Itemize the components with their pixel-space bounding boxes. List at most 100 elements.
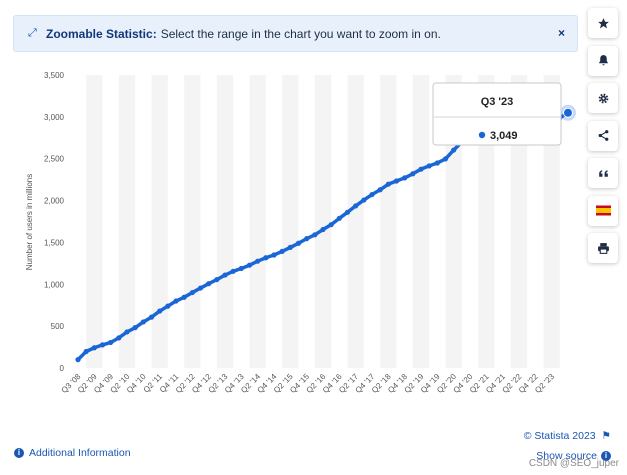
share-icon bbox=[598, 130, 608, 141]
cite-button[interactable] bbox=[588, 158, 618, 188]
favorite-button[interactable] bbox=[588, 8, 618, 38]
data-point[interactable] bbox=[279, 248, 285, 254]
quote-icon bbox=[598, 169, 608, 177]
data-point[interactable] bbox=[132, 325, 138, 331]
data-point[interactable] bbox=[328, 222, 334, 228]
chart-band bbox=[151, 75, 168, 368]
data-point[interactable] bbox=[157, 308, 163, 314]
data-point[interactable] bbox=[222, 272, 228, 278]
data-point[interactable] bbox=[181, 294, 187, 300]
data-point[interactable] bbox=[353, 203, 359, 209]
star-icon bbox=[597, 17, 609, 28]
data-point[interactable] bbox=[361, 197, 367, 203]
data-point[interactable] bbox=[369, 191, 375, 198]
y-tick-label: 2,000 bbox=[44, 197, 65, 206]
data-point[interactable] bbox=[214, 276, 220, 283]
flag-icon: ⚑ bbox=[601, 430, 611, 442]
data-point[interactable] bbox=[148, 314, 155, 320]
additional-information-label: Additional Information bbox=[29, 447, 131, 459]
copyright-link[interactable]: © Statista 2023 ⚑ bbox=[524, 430, 611, 442]
data-point[interactable] bbox=[451, 147, 457, 153]
banner-title: Zoomable Statistic: bbox=[46, 26, 157, 41]
data-point[interactable] bbox=[312, 232, 318, 238]
print-icon bbox=[597, 242, 609, 254]
additional-information-link[interactable]: i Additional Information bbox=[14, 447, 131, 459]
data-point[interactable] bbox=[165, 303, 171, 309]
tooltip-value: 3,049 bbox=[490, 130, 518, 142]
data-point[interactable] bbox=[263, 255, 269, 261]
chart-band bbox=[510, 75, 528, 368]
data-point[interactable] bbox=[320, 226, 326, 233]
expand-icon: ⤢ bbox=[28, 27, 37, 39]
gear-icon bbox=[598, 93, 608, 103]
data-point[interactable] bbox=[344, 209, 351, 215]
close-banner-button[interactable]: × bbox=[557, 26, 565, 40]
y-axis: 0 500 1,000 1,500 2,000 2,500 3,000 3,500 bbox=[44, 71, 65, 373]
tooltip-title: Q3 '23 bbox=[481, 96, 514, 108]
chart-band bbox=[216, 75, 234, 368]
data-point[interactable] bbox=[75, 357, 81, 363]
chart-band bbox=[118, 75, 136, 368]
print-button[interactable] bbox=[588, 233, 618, 263]
data-point[interactable] bbox=[91, 345, 97, 351]
zoom-banner: ⤢ Zoomable Statistic: Select the range i… bbox=[13, 15, 578, 52]
data-point[interactable] bbox=[271, 252, 277, 258]
y-tick-label: 3,500 bbox=[44, 71, 65, 80]
data-point[interactable] bbox=[99, 342, 106, 348]
data-point[interactable] bbox=[230, 268, 236, 274]
y-tick-label: 0 bbox=[60, 364, 65, 373]
show-source-link[interactable]: Show source i bbox=[536, 450, 611, 462]
show-source-label: Show source bbox=[536, 450, 597, 462]
y-tick-label: 500 bbox=[51, 322, 65, 331]
data-point[interactable] bbox=[255, 258, 261, 264]
highlight-point[interactable] bbox=[563, 107, 573, 118]
flag-spain-icon bbox=[595, 205, 611, 216]
language-button[interactable] bbox=[588, 195, 618, 226]
line-chart[interactable]: 0 500 1,000 1,500 2,000 2,500 3,000 3,500 Q3 '0… bbox=[0, 60, 585, 430]
data-point[interactable] bbox=[189, 289, 195, 296]
data-point[interactable] bbox=[442, 156, 449, 162]
notification-button[interactable] bbox=[588, 45, 618, 76]
chart-band bbox=[380, 75, 397, 368]
data-point[interactable] bbox=[385, 181, 391, 187]
chart-band bbox=[249, 75, 266, 368]
chart-band bbox=[282, 75, 299, 368]
data-point[interactable] bbox=[295, 240, 302, 246]
data-point[interactable] bbox=[410, 171, 416, 177]
chart-band bbox=[314, 75, 332, 368]
data-point[interactable] bbox=[402, 175, 408, 181]
bell-icon bbox=[598, 55, 608, 66]
y-tick-label: 2,500 bbox=[44, 155, 65, 164]
data-point[interactable] bbox=[304, 236, 310, 242]
data-point[interactable] bbox=[238, 265, 244, 272]
banner-text: Select the range in the chart you want t… bbox=[160, 26, 441, 41]
data-point[interactable] bbox=[197, 285, 204, 291]
data-point[interactable] bbox=[246, 262, 253, 268]
data-point[interactable] bbox=[116, 335, 122, 341]
info-icon: i bbox=[14, 448, 24, 458]
data-point[interactable] bbox=[83, 348, 89, 355]
data-point[interactable] bbox=[108, 339, 114, 346]
y-axis-label: Number of users in millions bbox=[25, 174, 34, 270]
chart-band bbox=[412, 75, 430, 368]
settings-button[interactable] bbox=[588, 83, 618, 113]
side-toolbar bbox=[588, 8, 618, 271]
chart-band bbox=[478, 75, 495, 368]
share-button[interactable] bbox=[588, 120, 618, 151]
chart-band bbox=[86, 75, 103, 368]
data-point[interactable] bbox=[418, 166, 424, 172]
data-point[interactable] bbox=[336, 215, 342, 221]
chart-band bbox=[184, 75, 201, 368]
data-point[interactable] bbox=[124, 329, 130, 335]
data-point[interactable] bbox=[287, 244, 293, 250]
data-point[interactable] bbox=[140, 319, 146, 325]
data-point[interactable] bbox=[393, 178, 400, 184]
tooltip-box bbox=[432, 82, 562, 146]
data-point[interactable] bbox=[377, 187, 383, 193]
y-tick-label: 3,000 bbox=[44, 113, 65, 122]
data-point[interactable] bbox=[426, 163, 432, 169]
data-point[interactable] bbox=[173, 298, 179, 304]
data-point[interactable] bbox=[434, 160, 440, 166]
source-info-icon: i bbox=[601, 451, 611, 461]
data-point[interactable] bbox=[206, 281, 212, 287]
